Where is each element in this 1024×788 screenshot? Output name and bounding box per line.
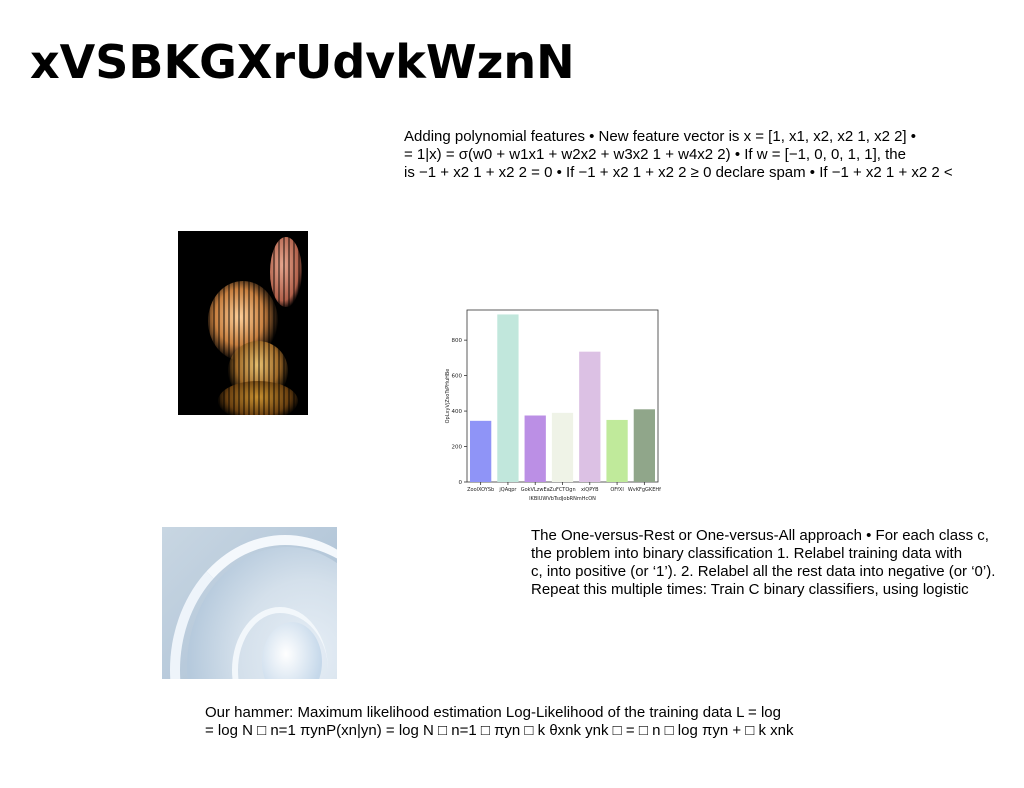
x-tick-label: OFfXI: [610, 487, 623, 493]
y-tick-label: 400: [452, 409, 463, 415]
x-tick-label: ZuFCTOgn: [549, 487, 575, 493]
y-tick-label: 0: [459, 480, 463, 486]
text-line: Repeat this multiple times: Train C bina…: [531, 581, 969, 598]
bar: [497, 314, 519, 482]
text-line: c, into positive (or ‘1’). 2. Relabel al…: [531, 563, 996, 580]
x-tick-label: WvKFgGKEHf: [628, 487, 661, 493]
flower-photo: [178, 231, 308, 415]
x-tick-label: ZoolXOYSb: [467, 487, 494, 493]
max-likelihood-text: Our hammer: Maximum likelihood estimatio…: [205, 704, 794, 740]
text-line: Our hammer: Maximum likelihood estimatio…: [205, 704, 781, 721]
text-line: the problem into binary classification 1…: [531, 545, 963, 562]
abstract-image: [162, 527, 337, 679]
bar: [524, 415, 546, 482]
one-vs-rest-text: The One-versus-Rest or One-versus-All ap…: [531, 527, 995, 599]
page-title: xVSBKGXrUdvkWznN: [30, 35, 575, 89]
x-tick-label: jQAqpr: [498, 487, 517, 493]
text-line: = 1|x) = σ(w0 + w1x1 + w2x2 + w3x2 1 + w…: [404, 146, 906, 163]
bar: [633, 409, 655, 482]
bar: [606, 419, 628, 482]
text-line: = log N □ n=1 πynP(xn|yn) = log N □ n=1 …: [205, 722, 794, 739]
x-axis-label: IKBIUWVbTsdJobRNmHcON: [529, 496, 596, 502]
y-tick-label: 200: [452, 445, 463, 451]
text-line: Adding polynomial features • New feature…: [404, 128, 917, 145]
bar: [579, 351, 601, 482]
polynomial-features-text: Adding polynomial features • New feature…: [404, 128, 953, 182]
bar-chart: 0 200 400 600 800 ZoolXOYSb jQAqpr GokVLzwEa ZuF…: [445, 309, 661, 502]
bar: [551, 412, 574, 482]
x-tick-label: GokVLzwEa: [521, 487, 550, 493]
y-tick-label: 800: [452, 338, 463, 344]
text-line: The One-versus-Rest or One-versus-All ap…: [531, 527, 989, 544]
y-tick-label: 600: [452, 374, 463, 380]
text-line: is −1 + x2 1 + x2 2 = 0 • If −1 + x2 1 +…: [404, 164, 953, 181]
y-axis-label: OpLxyVjZsoTsPHuHBe: [445, 369, 451, 424]
x-tick-label: xiQPYB: [581, 487, 599, 493]
bar: [470, 420, 492, 482]
